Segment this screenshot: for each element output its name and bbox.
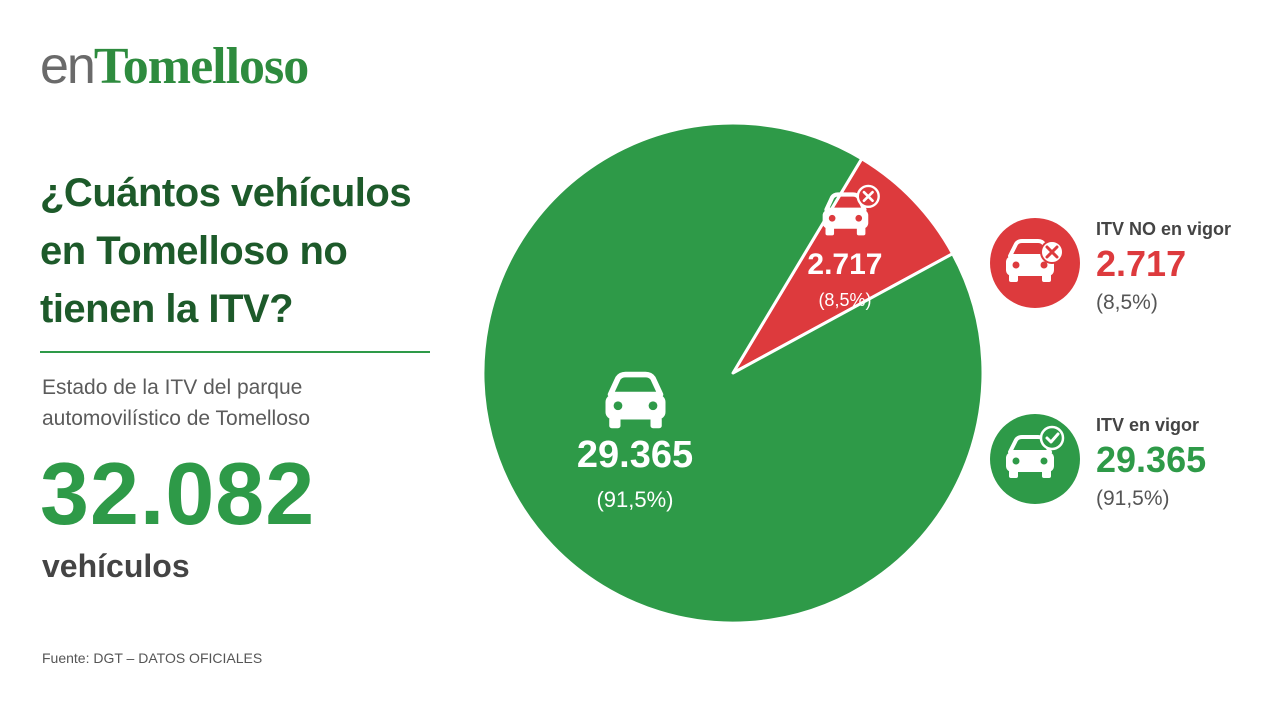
divider xyxy=(40,351,430,353)
legend-pct-red: (8,5%) xyxy=(1096,291,1158,314)
source-note: Fuente: DGT – DATOS OFICIALES xyxy=(42,650,263,666)
legend-item-red: ITV NO en vigor 2.717 (8,5%) xyxy=(990,218,1270,328)
slice-value-itv: 29.365 xyxy=(577,434,693,476)
pie-slice-no-itv xyxy=(731,157,955,375)
title-line: en Tomelloso no xyxy=(40,229,348,273)
legend-pct-green: (91,5%) xyxy=(1096,487,1170,510)
total-count: 32.082 xyxy=(40,444,316,543)
total-unit: vehículos xyxy=(42,548,190,584)
slice-pct-itv: (91,5%) xyxy=(596,487,673,512)
car-x-icon xyxy=(822,184,880,236)
pie-slice-itv xyxy=(481,121,985,625)
logo: enTomelloso xyxy=(40,36,309,97)
slice-value-no-itv: 2.717 xyxy=(807,248,882,281)
legend-label-green: ITV en vigor xyxy=(1096,415,1200,435)
page-title: ¿Cuántos vehículos en Tomelloso no tiene… xyxy=(40,164,480,338)
car-check-icon xyxy=(990,414,1080,504)
slice-pct-no-itv: (8,5%) xyxy=(818,290,871,310)
subtitle: Estado de la ITV del parque automovilíst… xyxy=(42,372,422,434)
subtitle-line: automovilístico de Tomelloso xyxy=(42,407,311,430)
car-x-icon xyxy=(990,218,1080,308)
legend-item-green: ITV en vigor 29.365 (91,5%) xyxy=(990,414,1270,524)
legend-label-red: ITV NO en vigor xyxy=(1096,219,1232,239)
logo-name: Tomelloso xyxy=(93,38,309,95)
legend-value-red: 2.717 xyxy=(1096,243,1187,284)
logo-prefix: en xyxy=(40,37,96,95)
title-line: tienen la ITV? xyxy=(40,287,294,331)
car-icon xyxy=(605,371,666,429)
subtitle-line: Estado de la ITV del parque xyxy=(42,376,303,399)
legend-value-green: 29.365 xyxy=(1096,439,1207,480)
title-line: ¿Cuántos vehículos xyxy=(40,171,412,215)
